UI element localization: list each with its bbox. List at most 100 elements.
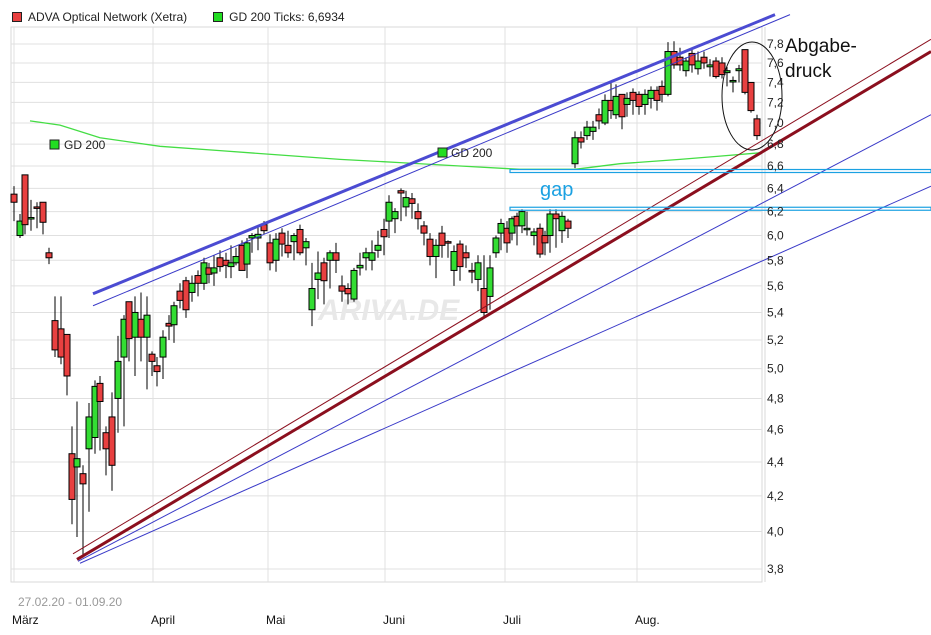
legend-series-label: ADVA Optical Network (Xetra): [28, 10, 188, 24]
candle-down: [408, 198, 416, 204]
candle-down: [338, 285, 346, 292]
y-tick-label: 5,8: [767, 253, 784, 267]
lower-channel-1: [77, 114, 931, 562]
candle-up: [518, 211, 526, 227]
legend-gd200-label: GD 200 Ticks: 6,6934: [229, 10, 345, 24]
y-tick-label: 6,6: [767, 159, 784, 173]
candle-up: [326, 252, 334, 261]
y-tick-label: 7,4: [767, 75, 784, 89]
y-tick-label: 6,2: [767, 205, 784, 219]
candle-down: [68, 453, 76, 500]
trendlines: [72, 13, 931, 564]
plot-frame: [10, 26, 763, 583]
series-color-swatch: [12, 12, 22, 22]
candle-down: [658, 85, 666, 95]
candle-down: [468, 269, 476, 273]
gap-upper-line: [509, 168, 931, 174]
candle-down: [564, 220, 572, 229]
candle-up: [188, 282, 196, 293]
y-tick-label: 7,2: [767, 95, 784, 109]
candle-up: [694, 60, 702, 70]
y-tick-label: 4,6: [767, 423, 784, 437]
candle-up: [159, 336, 167, 358]
candle-down: [63, 333, 71, 377]
highlight-circle: [721, 41, 783, 151]
candle-up: [723, 70, 731, 74]
candle-up: [641, 93, 649, 105]
legend-item-gd200[interactable]: GD 200 Ticks: 6,6934: [213, 10, 345, 24]
y-tick-label: 4,2: [767, 489, 784, 503]
candle-up: [374, 244, 382, 251]
candle-down: [284, 244, 292, 254]
candle-down: [148, 353, 156, 362]
candles: [10, 41, 761, 558]
candle-down: [420, 225, 428, 234]
candle-down: [577, 137, 585, 143]
candle-down: [718, 62, 726, 76]
x-tick-label: Juli: [503, 613, 521, 627]
y-tick-label: 5,2: [767, 333, 784, 347]
upper-channel-thick: [92, 13, 776, 296]
candle-down: [176, 290, 184, 301]
candle-up: [170, 305, 178, 326]
candle-up: [91, 385, 99, 438]
candle-down: [21, 174, 29, 226]
legend-item-series[interactable]: ADVA Optical Network (Xetra): [12, 10, 187, 24]
candle-down: [332, 252, 340, 261]
candle-up: [497, 222, 505, 234]
candle-up: [474, 262, 482, 280]
candle-up: [290, 235, 298, 243]
candle-down: [462, 252, 470, 259]
candle-up: [73, 458, 81, 468]
candle-down: [278, 232, 286, 245]
candle-up: [492, 237, 500, 254]
x-axis: März April Mai Juni Juli Aug.: [12, 613, 660, 627]
candle-down: [426, 238, 434, 258]
candle-down: [688, 52, 696, 66]
date-range: 27.02.20 - 01.09.20: [18, 595, 122, 609]
y-tick-label: 4,0: [767, 525, 784, 539]
x-tick-label: Juni: [383, 613, 405, 627]
candle-down: [57, 328, 65, 358]
candle-down: [414, 211, 422, 220]
candle-down: [10, 193, 18, 203]
candle-up: [601, 99, 609, 124]
candle-up: [647, 89, 655, 99]
candle-up: [612, 95, 620, 116]
x-tick-label: Mai: [266, 613, 285, 627]
y-tick-label: 5,0: [767, 362, 784, 376]
y-tick-label: 6,4: [767, 181, 784, 195]
gd200-label-1: GD 200: [64, 138, 106, 152]
candle-down: [266, 242, 274, 264]
candle-up: [272, 238, 280, 261]
candle-down: [380, 228, 388, 238]
candle-down: [96, 382, 104, 402]
candle-down: [618, 93, 626, 118]
ariva-watermark: ARIVA.DE: [317, 294, 460, 327]
gd200-polyline: [29, 120, 761, 170]
candle-up: [227, 262, 235, 268]
candle-down: [397, 190, 405, 194]
candle-down: [629, 91, 637, 101]
gap-lower-line: [509, 206, 931, 211]
candle-down: [194, 275, 202, 284]
candle-down: [595, 114, 603, 122]
candle-up: [558, 215, 566, 232]
chart-legend: ADVA Optical Network (Xetra) GD 200 Tick…: [12, 8, 371, 26]
candle-up: [16, 220, 24, 237]
candle-up: [308, 288, 316, 311]
candle-down: [125, 301, 133, 340]
support-line-thick: [76, 50, 931, 561]
gd200-label-2: GD 200: [451, 146, 493, 160]
candle-down: [79, 473, 87, 485]
candle-up: [432, 244, 440, 258]
upper-channel-thin: [92, 14, 791, 307]
candle-up: [682, 60, 690, 72]
candle-down: [552, 213, 560, 220]
candle-up: [623, 97, 631, 105]
candle-up: [402, 197, 410, 208]
candle-down: [153, 365, 161, 373]
candle-down: [747, 81, 755, 112]
lower-channel-2: [79, 185, 931, 564]
candle-up: [143, 314, 151, 338]
